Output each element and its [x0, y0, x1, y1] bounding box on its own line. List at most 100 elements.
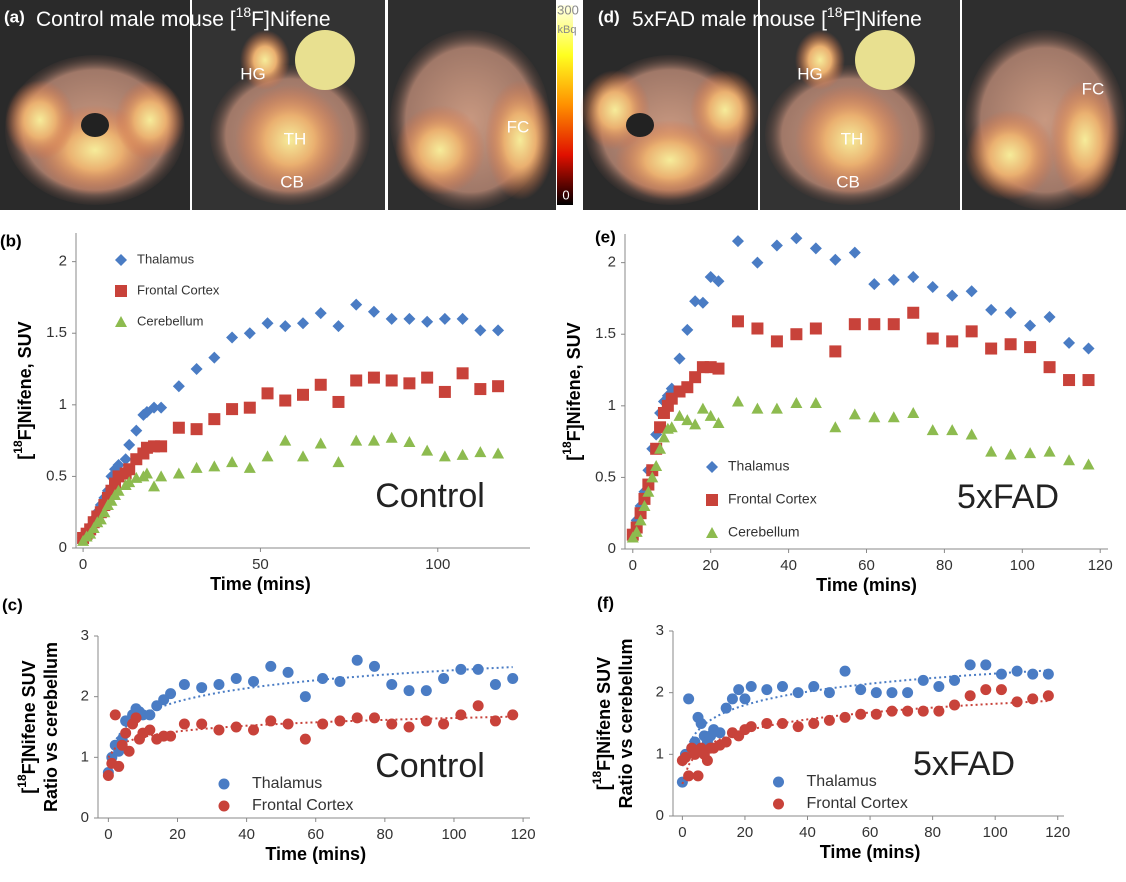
legend-marker — [773, 777, 784, 788]
legend-label: Frontal Cortex — [252, 797, 353, 814]
legend-marker — [706, 461, 718, 473]
point — [1027, 669, 1038, 680]
x-axis-label: Time (mins) — [816, 575, 917, 595]
x-tick-label: 100 — [425, 556, 450, 573]
image-title: Control male mouse [18F]Nifene — [36, 4, 331, 31]
point — [674, 410, 686, 421]
point — [888, 411, 900, 422]
legend-marker — [706, 527, 718, 538]
point — [386, 374, 398, 386]
point — [421, 715, 432, 726]
region-label: HG — [240, 64, 266, 83]
legend-label: Thalamus — [807, 773, 877, 790]
point — [1005, 307, 1017, 319]
point — [966, 285, 978, 297]
point — [1012, 666, 1023, 677]
legend-marker — [706, 494, 718, 506]
legend-marker — [115, 285, 127, 297]
point — [927, 424, 939, 435]
legend-marker — [115, 254, 127, 266]
x-tick-label: 0 — [629, 557, 637, 574]
y-tick-label: 1.5 — [595, 325, 616, 342]
point — [283, 667, 294, 678]
point — [474, 446, 486, 457]
point — [226, 403, 238, 415]
point — [279, 435, 291, 446]
point — [1043, 669, 1054, 680]
point — [473, 700, 484, 711]
point — [165, 731, 176, 742]
x-tick-label: 80 — [936, 557, 953, 574]
y-axis-label: [18F]Nifene SUV — [15, 660, 39, 793]
point — [179, 679, 190, 690]
point — [927, 333, 939, 345]
x-tick-label: 20 — [169, 826, 186, 843]
point — [474, 324, 486, 336]
x-tick-label: 100 — [983, 824, 1008, 841]
point — [231, 673, 242, 684]
point — [265, 661, 276, 672]
y-tick-label: 2 — [656, 684, 664, 701]
y-label-sup: 18 — [560, 441, 574, 455]
colorbar-min: 0 — [562, 187, 569, 202]
point — [746, 721, 757, 732]
point — [886, 687, 897, 698]
point — [697, 403, 709, 414]
point — [902, 687, 913, 698]
point — [155, 470, 167, 481]
point — [840, 666, 851, 677]
point — [907, 271, 919, 283]
image-panel-d: (d) 5xFAD male mouse [18F]Nifene HG TH C… — [580, 0, 1126, 210]
point — [714, 727, 725, 738]
y-label-part: F]Nifene, SUV — [564, 322, 584, 441]
point — [966, 325, 978, 337]
annotation: Control — [375, 477, 485, 515]
point — [871, 709, 882, 720]
point — [980, 659, 991, 670]
point — [996, 669, 1007, 680]
annotation: Control — [375, 747, 485, 785]
point — [457, 367, 469, 379]
point — [283, 718, 294, 729]
x-tick-label: 80 — [377, 826, 394, 843]
point — [191, 363, 203, 375]
x-tick-label: 40 — [238, 826, 255, 843]
point — [244, 402, 256, 414]
point — [1083, 374, 1095, 386]
point — [368, 372, 380, 384]
point — [918, 675, 929, 686]
x-axis-label: Time (mins) — [820, 842, 921, 862]
point — [421, 316, 433, 328]
y-tick-label: 1 — [608, 397, 616, 414]
point — [683, 770, 694, 781]
point — [332, 320, 344, 332]
y-tick-label: 0 — [59, 539, 67, 556]
legend-label: Cerebellum — [728, 524, 800, 540]
y-axis-label: [18F]Nifene, SUV — [560, 322, 584, 460]
point — [279, 395, 291, 407]
point — [902, 706, 913, 717]
x-axis-label: Time (mins) — [265, 844, 366, 864]
point — [386, 313, 398, 325]
point — [155, 440, 167, 452]
point — [404, 722, 415, 733]
point — [886, 706, 897, 717]
panel-label: (a) — [4, 7, 25, 26]
y-axis-label: [18F]Nifene, SUV — [11, 321, 35, 459]
legend-label: Cerebellum — [137, 313, 203, 328]
point — [490, 679, 501, 690]
point — [473, 664, 484, 675]
x-tick-label: 0 — [678, 824, 686, 841]
point — [332, 456, 344, 467]
point — [739, 693, 750, 704]
panel-label: (b) — [0, 231, 22, 250]
annotation: 5xFAD — [957, 478, 1059, 516]
page: {"images": [ {"panel": "(a)", "title": [… — [0, 0, 1126, 877]
x-tick-label: 20 — [702, 557, 719, 574]
point — [191, 423, 203, 435]
point — [421, 445, 433, 456]
point — [907, 407, 919, 418]
point — [350, 299, 362, 311]
point — [144, 725, 155, 736]
y-label-part: F]Nifene SUV — [594, 657, 614, 771]
